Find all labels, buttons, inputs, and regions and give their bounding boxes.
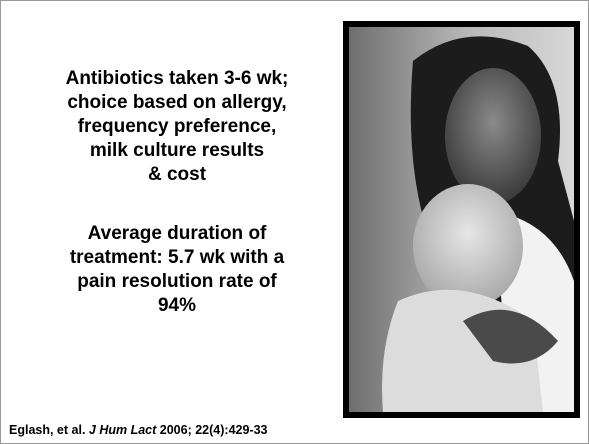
photo xyxy=(343,21,580,418)
text-line: & cost xyxy=(147,164,207,185)
text-line: choice based on allergy, xyxy=(67,92,287,113)
text-line: pain resolution rate of xyxy=(77,271,277,292)
text-block: Antibiotics taken 3-6 wk; choice based o… xyxy=(31,67,323,187)
text-line: frequency preference, xyxy=(77,116,277,137)
citation-details: 2006; 22(4):429-33 xyxy=(159,423,268,437)
text-line: milk culture results xyxy=(89,140,265,161)
citation-authors: Eglash, et al. xyxy=(9,423,86,437)
text-block: Average duration of treatment: 5.7 wk wi… xyxy=(31,222,323,318)
citation: Eglash, et al. J Hum Lact 2006; 22(4):42… xyxy=(9,423,268,437)
text-line: 94% xyxy=(157,295,197,316)
mother-face xyxy=(445,68,541,204)
text-line: Antibiotics taken 3-6 wk; xyxy=(65,68,289,89)
citation-journal: J Hum Lact xyxy=(88,423,157,437)
text-line: treatment: 5.7 wk with a xyxy=(69,247,285,268)
text-line: Average duration of xyxy=(87,223,267,244)
baby-face xyxy=(413,184,523,308)
mother-hand xyxy=(463,309,558,364)
